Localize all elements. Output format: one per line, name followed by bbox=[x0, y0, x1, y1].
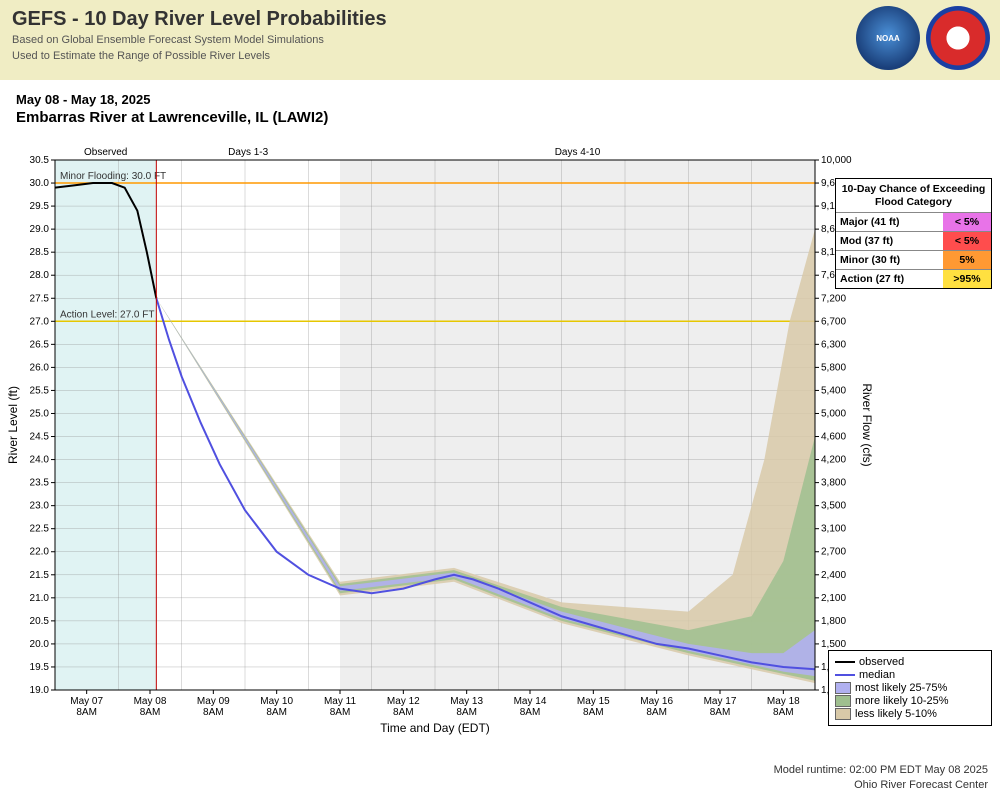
footer: Model runtime: 02:00 PM EDT May 08 2025 … bbox=[774, 763, 988, 792]
svg-text:6,700: 6,700 bbox=[821, 316, 846, 327]
flood-table-row: Major (41 ft) < 5% bbox=[836, 212, 991, 231]
svg-text:8AM: 8AM bbox=[710, 707, 731, 718]
svg-text:River Level (ft): River Level (ft) bbox=[6, 386, 20, 464]
svg-text:27.5: 27.5 bbox=[30, 293, 50, 304]
svg-text:29.5: 29.5 bbox=[30, 201, 50, 212]
svg-text:5,400: 5,400 bbox=[821, 385, 846, 396]
svg-text:8AM: 8AM bbox=[393, 707, 414, 718]
svg-text:May 11: May 11 bbox=[324, 696, 356, 707]
svg-text:Days 1-3: Days 1-3 bbox=[228, 147, 268, 158]
svg-text:24.5: 24.5 bbox=[30, 432, 50, 443]
svg-text:May 16: May 16 bbox=[640, 696, 673, 707]
svg-text:May 17: May 17 bbox=[704, 696, 737, 707]
chart-legend: observedmedianmost likely 25-75%more lik… bbox=[828, 650, 992, 726]
svg-text:May 10: May 10 bbox=[260, 696, 293, 707]
svg-text:21.5: 21.5 bbox=[30, 570, 50, 581]
header-banner: GEFS - 10 Day River Level Probabilities … bbox=[0, 0, 1000, 80]
svg-text:8AM: 8AM bbox=[583, 707, 604, 718]
legend-item: more likely 10-25% bbox=[835, 695, 985, 707]
svg-text:May 15: May 15 bbox=[577, 696, 610, 707]
svg-text:28.0: 28.0 bbox=[30, 270, 50, 281]
subheader: May 08 - May 18, 2025 Embarras River at … bbox=[0, 80, 1000, 126]
svg-text:25.5: 25.5 bbox=[30, 385, 50, 396]
logos: NOAA bbox=[856, 6, 990, 70]
svg-text:8AM: 8AM bbox=[266, 707, 287, 718]
legend-item: most likely 25-75% bbox=[835, 682, 985, 694]
svg-text:25.0: 25.0 bbox=[30, 408, 50, 419]
model-runtime: Model runtime: 02:00 PM EDT May 08 2025 bbox=[774, 763, 988, 777]
svg-text:1,800: 1,800 bbox=[821, 616, 846, 627]
svg-text:8AM: 8AM bbox=[76, 707, 97, 718]
svg-text:26.5: 26.5 bbox=[30, 339, 50, 350]
svg-text:River Flow (cfs): River Flow (cfs) bbox=[860, 383, 874, 466]
svg-text:30.5: 30.5 bbox=[30, 155, 50, 166]
svg-text:3,100: 3,100 bbox=[821, 524, 846, 535]
svg-text:20.0: 20.0 bbox=[30, 639, 50, 650]
svg-text:May 13: May 13 bbox=[450, 696, 483, 707]
flood-table-row: Mod (37 ft) < 5% bbox=[836, 231, 991, 250]
legend-item: less likely 5-10% bbox=[835, 708, 985, 720]
svg-text:8AM: 8AM bbox=[646, 707, 667, 718]
nws-logo-icon bbox=[926, 6, 990, 70]
svg-text:22.5: 22.5 bbox=[30, 524, 50, 535]
location-title: Embarras River at Lawrenceville, IL (LAW… bbox=[16, 109, 1000, 126]
date-range: May 08 - May 18, 2025 bbox=[16, 92, 1000, 107]
svg-text:29.0: 29.0 bbox=[30, 224, 50, 235]
svg-text:2,400: 2,400 bbox=[821, 570, 846, 581]
svg-text:May 08: May 08 bbox=[134, 696, 167, 707]
svg-text:6,300: 6,300 bbox=[821, 339, 846, 350]
svg-text:27.0: 27.0 bbox=[30, 316, 50, 327]
page-title: GEFS - 10 Day River Level Probabilities bbox=[12, 8, 988, 31]
forecast-center: Ohio River Forecast Center bbox=[774, 778, 988, 792]
svg-text:May 18: May 18 bbox=[767, 696, 800, 707]
svg-text:7,200: 7,200 bbox=[821, 293, 846, 304]
svg-text:Minor Flooding: 30.0 FT: Minor Flooding: 30.0 FT bbox=[60, 171, 166, 182]
flood-table-row: Minor (30 ft) 5% bbox=[836, 250, 991, 269]
svg-text:4,200: 4,200 bbox=[821, 455, 846, 466]
svg-text:30.0: 30.0 bbox=[30, 178, 50, 189]
flood-table-row: Action (27 ft) >95% bbox=[836, 269, 991, 288]
svg-text:2,100: 2,100 bbox=[821, 593, 846, 604]
svg-text:3,800: 3,800 bbox=[821, 478, 846, 489]
svg-text:Observed: Observed bbox=[84, 147, 127, 158]
svg-text:8AM: 8AM bbox=[520, 707, 541, 718]
svg-text:8AM: 8AM bbox=[773, 707, 794, 718]
svg-text:8AM: 8AM bbox=[456, 707, 477, 718]
svg-text:20.5: 20.5 bbox=[30, 616, 50, 627]
legend-item: median bbox=[835, 669, 985, 681]
svg-text:8AM: 8AM bbox=[203, 707, 224, 718]
svg-text:Time and Day (EDT): Time and Day (EDT) bbox=[380, 721, 490, 735]
svg-text:23.5: 23.5 bbox=[30, 478, 50, 489]
svg-text:8AM: 8AM bbox=[330, 707, 351, 718]
legend-item: observed bbox=[835, 656, 985, 668]
svg-text:May 09: May 09 bbox=[197, 696, 230, 707]
svg-text:19.5: 19.5 bbox=[30, 662, 50, 673]
svg-text:3,500: 3,500 bbox=[821, 501, 846, 512]
svg-text:26.0: 26.0 bbox=[30, 362, 50, 373]
svg-text:28.5: 28.5 bbox=[30, 247, 50, 258]
svg-text:2,700: 2,700 bbox=[821, 547, 846, 558]
svg-text:8AM: 8AM bbox=[140, 707, 161, 718]
flood-table-title: 10-Day Chance of Exceeding Flood Categor… bbox=[836, 179, 991, 212]
svg-text:Action Level: 27.0 FT: Action Level: 27.0 FT bbox=[60, 309, 155, 320]
svg-text:24.0: 24.0 bbox=[30, 455, 50, 466]
noaa-logo-icon: NOAA bbox=[856, 6, 920, 70]
svg-text:May 12: May 12 bbox=[387, 696, 420, 707]
svg-text:19.0: 19.0 bbox=[30, 685, 50, 696]
flood-category-table: 10-Day Chance of Exceeding Flood Categor… bbox=[835, 178, 992, 289]
header-sub1: Based on Global Ensemble Forecast System… bbox=[12, 33, 988, 47]
svg-text:May 14: May 14 bbox=[514, 696, 547, 707]
svg-text:5,800: 5,800 bbox=[821, 362, 846, 373]
svg-text:23.0: 23.0 bbox=[30, 501, 50, 512]
svg-text:Days 4-10: Days 4-10 bbox=[555, 147, 601, 158]
svg-text:10,000: 10,000 bbox=[821, 155, 852, 166]
svg-text:5,000: 5,000 bbox=[821, 408, 846, 419]
svg-text:May 07: May 07 bbox=[70, 696, 103, 707]
svg-text:21.0: 21.0 bbox=[30, 593, 50, 604]
svg-text:1,500: 1,500 bbox=[821, 639, 846, 650]
header-sub2: Used to Estimate the Range of Possible R… bbox=[12, 49, 988, 63]
svg-text:22.0: 22.0 bbox=[30, 547, 50, 558]
svg-text:4,600: 4,600 bbox=[821, 432, 846, 443]
